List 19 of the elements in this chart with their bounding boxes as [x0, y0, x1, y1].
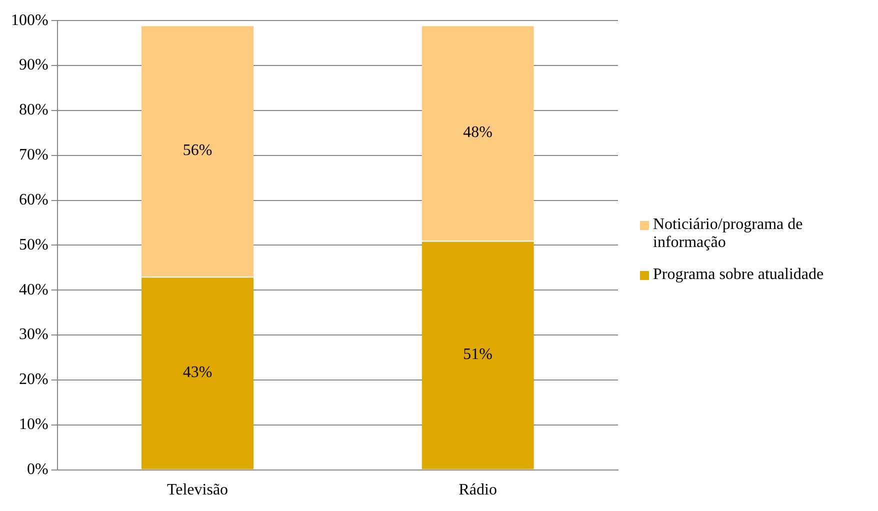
legend-label: Noticiário/programa de informação [653, 216, 804, 252]
y-tick-label: 100% [11, 12, 48, 29]
data-label: 56% [182, 142, 212, 160]
x-tick-label: Rádio [458, 482, 497, 499]
y-tick-label: 30% [19, 326, 48, 344]
y-tick-label: 0% [27, 461, 48, 478]
y-tick-label: 40% [19, 281, 48, 298]
y-tick-label: 50% [19, 236, 48, 254]
x-tick-label: Televisão [166, 482, 228, 499]
y-tick-label: 10% [19, 416, 48, 434]
data-label: 51% [463, 346, 492, 364]
y-tick-label: 90% [19, 56, 48, 74]
y-tick-label: 80% [19, 102, 48, 119]
y-tick-label: 60% [19, 191, 48, 208]
legend-label: Programa sobre atualidade [653, 266, 824, 284]
data-label: 43% [182, 364, 212, 382]
y-tick-label: 70% [19, 146, 48, 164]
data-label: 48% [463, 124, 492, 142]
y-tick-label: 20% [19, 371, 48, 388]
